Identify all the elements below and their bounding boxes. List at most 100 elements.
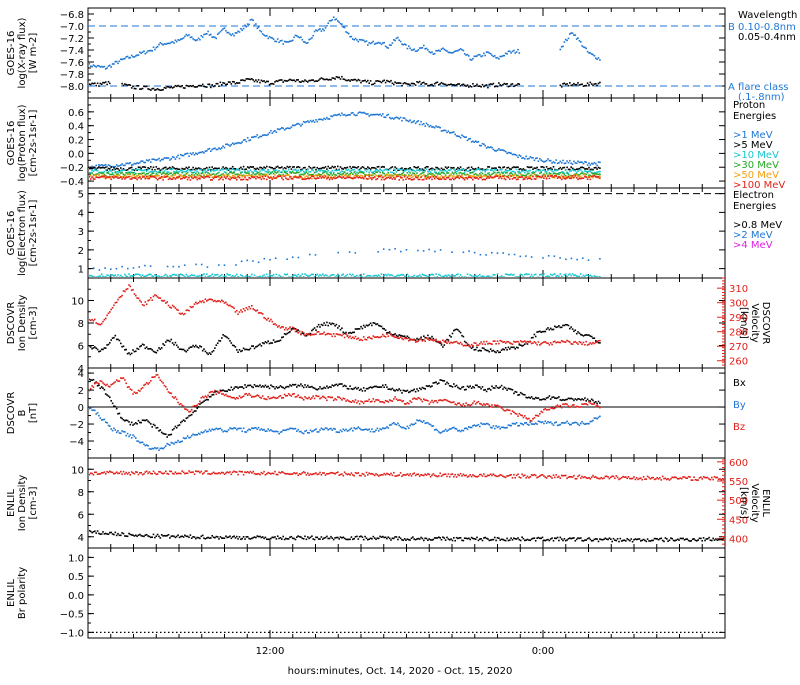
data-point: [379, 42, 381, 44]
data-point: [244, 139, 246, 141]
data-point: [478, 54, 480, 56]
data-point: [506, 349, 508, 351]
data-point: [332, 323, 334, 325]
data-point: [292, 125, 294, 127]
data-point: [217, 83, 219, 85]
data-point: [278, 80, 280, 82]
data-point: [191, 169, 193, 171]
data-point: [128, 421, 130, 423]
data-point: [524, 175, 526, 177]
data-point: [388, 174, 390, 176]
data-point: [333, 385, 335, 387]
data-point: [94, 346, 96, 348]
data-point: [434, 178, 436, 180]
data-point: [198, 347, 200, 349]
data-point: [158, 175, 160, 177]
data-point: [241, 176, 243, 178]
data-point: [504, 83, 506, 85]
data-point: [239, 82, 241, 84]
data-point: [499, 149, 501, 151]
data-point: [550, 342, 552, 344]
data-point: [91, 168, 93, 170]
data-point: [396, 117, 398, 119]
data-point: [476, 174, 478, 176]
data-point: [508, 177, 510, 179]
data-point: [220, 275, 222, 277]
data-point: [98, 351, 100, 353]
data-point: [177, 309, 179, 311]
data-point: [516, 179, 518, 181]
data-point: [334, 166, 336, 168]
data-point: [146, 176, 148, 178]
data-point: [296, 35, 298, 37]
data-point: [251, 78, 253, 80]
data-point: [489, 351, 491, 353]
data-point: [388, 170, 390, 172]
data-point: [368, 178, 370, 180]
data-point: [161, 173, 163, 175]
data-point: [341, 335, 343, 337]
data-point: [240, 309, 242, 311]
data-point: [134, 423, 136, 425]
data-point: [336, 170, 338, 172]
data-point: [371, 42, 373, 44]
data-point: [323, 177, 325, 179]
data-point: [287, 127, 289, 129]
data-point: [572, 32, 574, 34]
data-point: [258, 137, 260, 139]
data-point: [127, 420, 129, 422]
data-point: [123, 165, 125, 167]
data-point: [326, 275, 328, 277]
data-point: [351, 172, 353, 174]
data-point: [469, 346, 471, 348]
data-point: [106, 169, 108, 171]
data-point: [149, 159, 151, 161]
data-point: [340, 115, 342, 117]
data-point: [562, 167, 564, 169]
data-point: [453, 342, 455, 344]
data-point: [304, 177, 306, 179]
data-point: [535, 336, 537, 338]
data-point: [299, 385, 301, 387]
data-point: [587, 274, 589, 276]
data-point: [445, 166, 447, 168]
data-point: [570, 163, 572, 165]
data-point: [371, 179, 373, 181]
data-point: [166, 301, 168, 303]
data-point: [340, 166, 342, 168]
data-point: [136, 297, 138, 299]
data-point: [562, 176, 564, 178]
data-point: [246, 260, 248, 262]
data-point: [191, 176, 193, 178]
data-point: [394, 178, 396, 180]
data-point: [590, 275, 592, 277]
data-point: [222, 389, 224, 391]
data-point: [497, 387, 499, 389]
data-point: [321, 169, 323, 171]
data-point: [300, 36, 302, 38]
data-point: [375, 175, 377, 177]
data-point: [177, 39, 179, 41]
data-point: [367, 166, 369, 168]
data-point: [596, 165, 598, 167]
data-point: [308, 39, 310, 41]
data-point: [327, 170, 329, 172]
data-point: [312, 167, 314, 169]
data-point: [254, 136, 256, 138]
data-point: [583, 172, 585, 174]
data-point: [265, 82, 267, 84]
right-axis-label: DSCOVRVelocity[km/s]: [738, 302, 771, 345]
data-point: [349, 273, 351, 275]
y-axis-label-line: GOES-16: [6, 121, 17, 166]
data-point: [289, 166, 291, 168]
data-point: [330, 173, 332, 175]
data-point: [327, 22, 329, 24]
data-point: [102, 66, 104, 68]
data-point: [453, 51, 455, 53]
data-point: [173, 157, 175, 159]
data-point: [311, 178, 313, 180]
data-point: [91, 166, 93, 168]
data-point: [599, 162, 601, 164]
data-point: [157, 168, 159, 170]
data-point: [434, 340, 436, 342]
